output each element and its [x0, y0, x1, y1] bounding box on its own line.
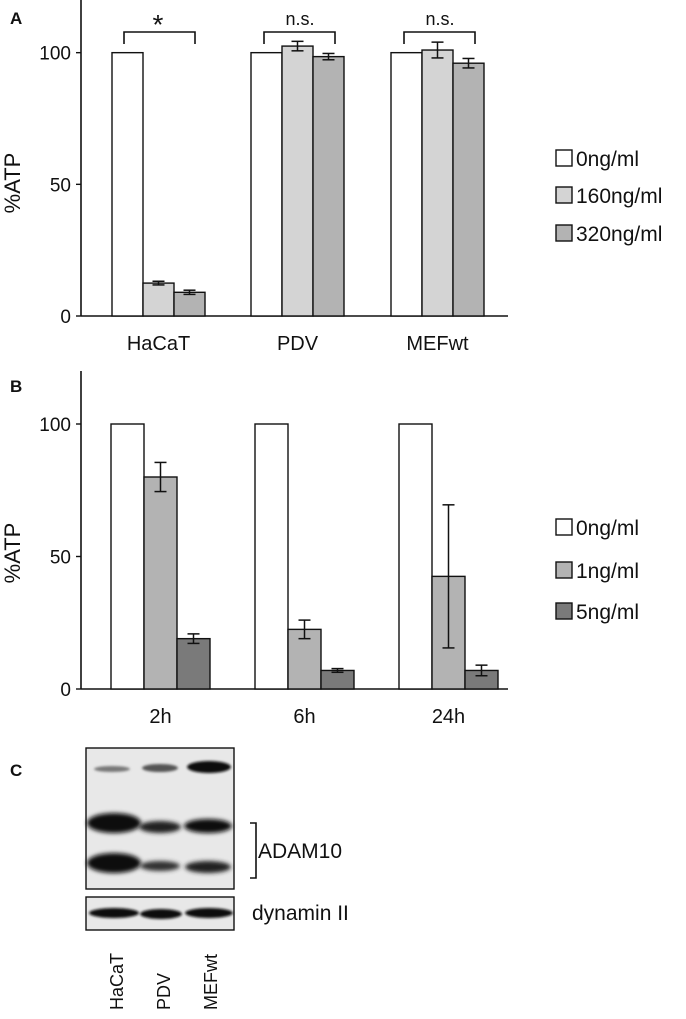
- panel-b-legend: 0ng/ml 1ng/ml 5ng/ml: [555, 517, 639, 624]
- legend-swatch: [555, 224, 573, 242]
- category-label: 24h: [432, 706, 465, 728]
- y-tick-label: 100: [39, 44, 71, 65]
- bar-pdv-2: [281, 45, 314, 317]
- y-tick-label: 0: [60, 307, 71, 328]
- panel-b-letter: B: [10, 377, 22, 396]
- adam10-bracket: [250, 822, 257, 879]
- category-label: MEFwt: [406, 333, 469, 355]
- blot-band: [142, 764, 178, 772]
- legend-label: 160ng/ml: [576, 185, 662, 208]
- lane-label-hacat: HaCaT: [107, 953, 127, 1010]
- blot-band: [185, 861, 231, 873]
- category-label: 2h: [149, 706, 171, 728]
- blot-band: [87, 813, 141, 833]
- bar-2h-2: [143, 476, 178, 690]
- blot-label-dynamin: dynamin II: [252, 902, 349, 925]
- panel-a-significance: * n.s. n.s.: [123, 9, 476, 44]
- sig-label-mefwt: n.s.: [425, 9, 454, 29]
- sig-bracket-pdv: [263, 31, 336, 44]
- panel-b-ylabel: %ATP: [0, 523, 25, 584]
- lane-label-mefwt: MEFwt: [201, 954, 221, 1010]
- bar-hacat-3: [173, 291, 206, 317]
- sig-bracket-mefwt: [403, 31, 476, 44]
- bar-pdv-1: [250, 51, 283, 317]
- category-label: 6h: [293, 706, 315, 728]
- lane-label-pdv: PDV: [154, 973, 174, 1010]
- bar-2h-1: [110, 423, 145, 690]
- sig-bracket-hacat: [123, 31, 196, 44]
- legend-swatch: [555, 186, 573, 204]
- legend-swatch: [555, 561, 573, 579]
- bar-6h-2: [287, 628, 322, 690]
- blot-band: [89, 908, 139, 918]
- panel-c-blot: C ADAM10 dynamin II HaCaT PDV MEFwt: [10, 747, 349, 1010]
- panel-a-legend: 0ng/ml 160ng/ml 320ng/ml: [555, 148, 662, 246]
- legend-swatch: [555, 149, 573, 167]
- legend-label: 0ng/ml: [576, 517, 639, 540]
- y-tick-label: 50: [50, 548, 71, 569]
- bar-2h-3: [176, 637, 211, 690]
- bar-mefwt-3: [452, 62, 485, 317]
- panel-c-letter: C: [10, 761, 22, 780]
- sig-label-hacat: *: [153, 9, 164, 40]
- panel-a-letter: A: [10, 9, 22, 28]
- legend-label: 320ng/ml: [576, 223, 662, 246]
- y-tick-label: 100: [39, 415, 71, 436]
- legend-label: 0ng/ml: [576, 148, 639, 171]
- bar-mefwt-2: [421, 49, 454, 317]
- legend-swatch: [555, 602, 573, 620]
- blot-band: [187, 761, 231, 773]
- y-tick-label: 0: [60, 680, 71, 701]
- bar-mefwt-1: [390, 51, 423, 317]
- bar-6h-3: [320, 669, 355, 690]
- blot-band: [94, 766, 130, 772]
- panel-a-ylabel: %ATP: [0, 153, 25, 214]
- category-label: PDV: [277, 333, 319, 355]
- blot-band: [140, 861, 180, 871]
- bar-hacat-2: [142, 282, 175, 317]
- bar-hacat-1: [111, 51, 144, 317]
- legend-swatch: [555, 518, 573, 536]
- legend-label: 5ng/ml: [576, 601, 639, 624]
- panel-b-chart: B %ATP 0 50 100 2h 6h 24h 0ng/ml 1ng/ml 5ng/ml: [0, 371, 639, 728]
- sig-label-pdv: n.s.: [285, 9, 314, 29]
- legend-label: 1ng/ml: [576, 560, 639, 583]
- y-tick-label: 50: [50, 175, 71, 196]
- blot-band: [87, 853, 141, 873]
- bar-24h-1: [398, 423, 433, 690]
- blot-band: [140, 909, 182, 919]
- blot-band: [184, 819, 232, 833]
- blot-label-adam10: ADAM10: [258, 840, 342, 863]
- category-label: HaCaT: [127, 333, 190, 355]
- blot-band: [185, 908, 233, 918]
- bar-6h-1: [254, 423, 289, 690]
- bar-pdv-3: [312, 55, 345, 317]
- blot-band: [139, 821, 181, 833]
